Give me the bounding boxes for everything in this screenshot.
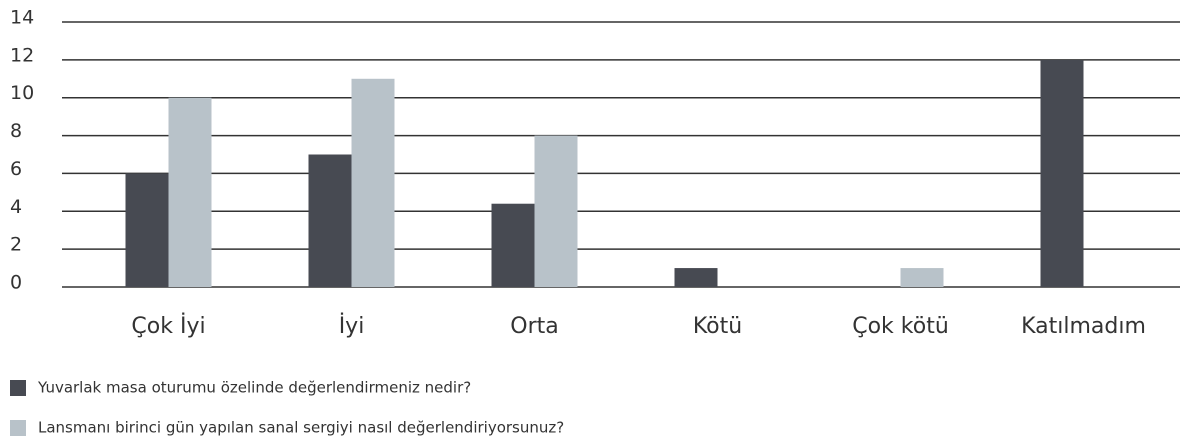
y-tick-label: 6	[10, 158, 22, 180]
bar	[900, 268, 944, 287]
x-tick-label: Çok İyi	[131, 313, 205, 339]
x-tick-label: Kötü	[693, 314, 742, 339]
y-tick-label: 8	[10, 120, 22, 142]
x-tick-label: Katılmadım	[1021, 314, 1146, 339]
y-tick-label: 2	[10, 234, 22, 256]
y-tick-label: 14	[10, 7, 34, 29]
x-tick-label: Orta	[510, 314, 558, 339]
legend-label: Lansmanı birinci gün yapılan sanal sergi…	[38, 419, 564, 437]
y-tick-label: 12	[10, 44, 34, 66]
bar	[491, 203, 535, 287]
legend-label: Yuvarlak masa oturumu özelinde değerlend…	[37, 379, 471, 397]
y-tick-label: 4	[10, 196, 22, 218]
y-tick-label: 10	[10, 82, 34, 104]
bar	[351, 78, 395, 288]
legend-swatch	[10, 420, 26, 436]
bar	[168, 97, 212, 287]
bar	[308, 154, 352, 287]
legend-swatch	[10, 380, 26, 396]
x-tick-label: İyi	[339, 313, 365, 339]
x-tick-label: Çok kötü	[852, 314, 949, 339]
y-tick-label: 0	[10, 272, 22, 294]
bar	[1040, 59, 1084, 287]
bar	[534, 135, 578, 287]
bar	[125, 173, 169, 287]
bar	[674, 268, 718, 287]
